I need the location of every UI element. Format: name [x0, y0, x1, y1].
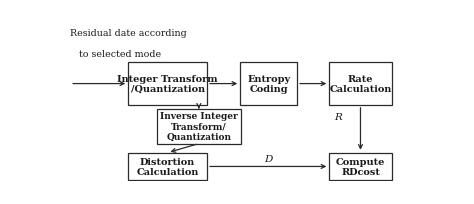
Text: Distortion
Calculation: Distortion Calculation [137, 157, 199, 176]
Bar [329, 63, 392, 105]
Bar [329, 153, 392, 180]
Bar [240, 63, 297, 105]
Bar [128, 153, 207, 180]
Text: Compute
RDcost: Compute RDcost [336, 157, 385, 176]
Text: Integer Transform
/Quantization: Integer Transform /Quantization [117, 74, 218, 94]
Text: D: D [264, 154, 273, 163]
Text: Residual date according: Residual date according [70, 29, 187, 38]
Text: to selected mode: to selected mode [70, 50, 161, 59]
Text: Inverse Integer
Transform/
Quantization: Inverse Integer Transform/ Quantization [160, 112, 238, 141]
Text: Entropy
Coding: Entropy Coding [247, 74, 290, 94]
Text: R: R [334, 113, 342, 122]
Bar [156, 109, 241, 144]
Bar [128, 63, 207, 105]
Text: Rate
Calculation: Rate Calculation [329, 74, 392, 94]
